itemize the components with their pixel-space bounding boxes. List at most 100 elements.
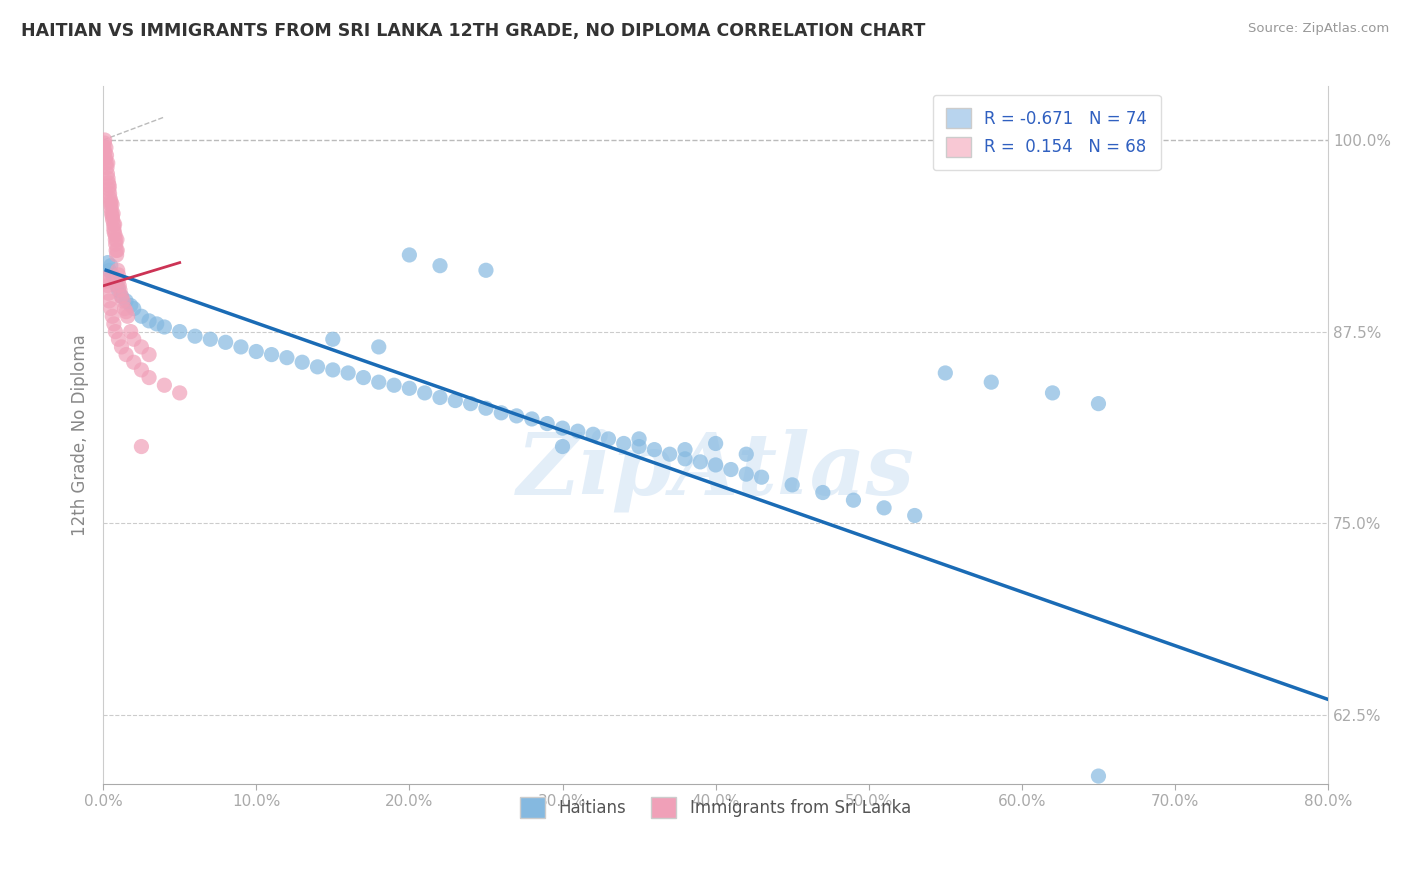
Point — [491, 406, 513, 420]
Point — [904, 508, 927, 523]
Point — [107, 274, 129, 288]
Point — [97, 286, 120, 301]
Point — [105, 233, 128, 247]
Point — [153, 378, 176, 392]
Point — [413, 385, 436, 400]
Point — [122, 355, 145, 369]
Point — [200, 332, 222, 346]
Point — [103, 271, 125, 285]
Point — [98, 186, 121, 201]
Point — [153, 320, 176, 334]
Point — [97, 278, 120, 293]
Point — [582, 427, 605, 442]
Point — [704, 458, 727, 472]
Point — [110, 289, 132, 303]
Legend: Haitians, Immigrants from Sri Lanka: Haitians, Immigrants from Sri Lanka — [513, 790, 918, 824]
Point — [260, 348, 283, 362]
Point — [245, 344, 267, 359]
Point — [101, 212, 124, 227]
Point — [780, 478, 803, 492]
Point — [398, 381, 420, 395]
Point — [105, 278, 128, 293]
Point — [628, 432, 651, 446]
Point — [105, 244, 128, 258]
Point — [104, 274, 127, 288]
Point — [98, 179, 121, 194]
Point — [122, 301, 145, 316]
Point — [184, 329, 207, 343]
Point — [131, 440, 153, 454]
Point — [131, 363, 153, 377]
Point — [94, 145, 117, 160]
Point — [551, 440, 574, 454]
Point — [322, 332, 344, 346]
Point — [122, 332, 145, 346]
Point — [114, 301, 136, 316]
Point — [104, 233, 127, 247]
Point — [97, 182, 120, 196]
Point — [1087, 396, 1109, 410]
Text: HAITIAN VS IMMIGRANTS FROM SRI LANKA 12TH GRADE, NO DIPLOMA CORRELATION CHART: HAITIAN VS IMMIGRANTS FROM SRI LANKA 12T… — [21, 22, 925, 40]
Point — [100, 194, 122, 209]
Point — [689, 455, 711, 469]
Point — [105, 244, 128, 258]
Point — [352, 370, 374, 384]
Point — [101, 210, 124, 224]
Point — [628, 440, 651, 454]
Point — [337, 366, 360, 380]
Point — [112, 293, 135, 308]
Point — [536, 417, 558, 431]
Point — [101, 268, 124, 282]
Point — [98, 263, 121, 277]
Point — [291, 355, 314, 369]
Point — [97, 156, 120, 170]
Point — [735, 447, 758, 461]
Point — [643, 442, 665, 457]
Point — [110, 340, 132, 354]
Point — [169, 385, 191, 400]
Point — [103, 222, 125, 236]
Point — [138, 370, 160, 384]
Point — [96, 167, 118, 181]
Point — [97, 171, 120, 186]
Point — [138, 314, 160, 328]
Point — [101, 206, 124, 220]
Point — [104, 325, 127, 339]
Point — [100, 197, 122, 211]
Point — [120, 299, 142, 313]
Point — [322, 363, 344, 377]
Point — [108, 283, 131, 297]
Point — [658, 447, 681, 461]
Point — [94, 141, 117, 155]
Point — [567, 424, 589, 438]
Point — [115, 348, 138, 362]
Point — [93, 133, 115, 147]
Point — [1087, 769, 1109, 783]
Point — [367, 375, 389, 389]
Point — [96, 148, 118, 162]
Point — [120, 325, 142, 339]
Point — [107, 268, 129, 282]
Point — [93, 141, 115, 155]
Point — [429, 391, 451, 405]
Point — [105, 248, 128, 262]
Point — [107, 263, 129, 277]
Point — [551, 421, 574, 435]
Y-axis label: 12th Grade, No Diploma: 12th Grade, No Diploma — [72, 334, 89, 536]
Point — [100, 206, 122, 220]
Text: Source: ZipAtlas.com: Source: ZipAtlas.com — [1249, 22, 1389, 36]
Point — [460, 396, 482, 410]
Point — [980, 375, 1002, 389]
Point — [96, 274, 118, 288]
Point — [934, 366, 956, 380]
Point — [93, 136, 115, 150]
Point — [97, 255, 120, 269]
Point — [117, 310, 139, 324]
Point — [101, 197, 124, 211]
Point — [108, 278, 131, 293]
Point — [367, 340, 389, 354]
Point — [613, 436, 636, 450]
Point — [720, 462, 742, 476]
Point — [382, 378, 405, 392]
Text: ZipAtlas: ZipAtlas — [516, 428, 915, 512]
